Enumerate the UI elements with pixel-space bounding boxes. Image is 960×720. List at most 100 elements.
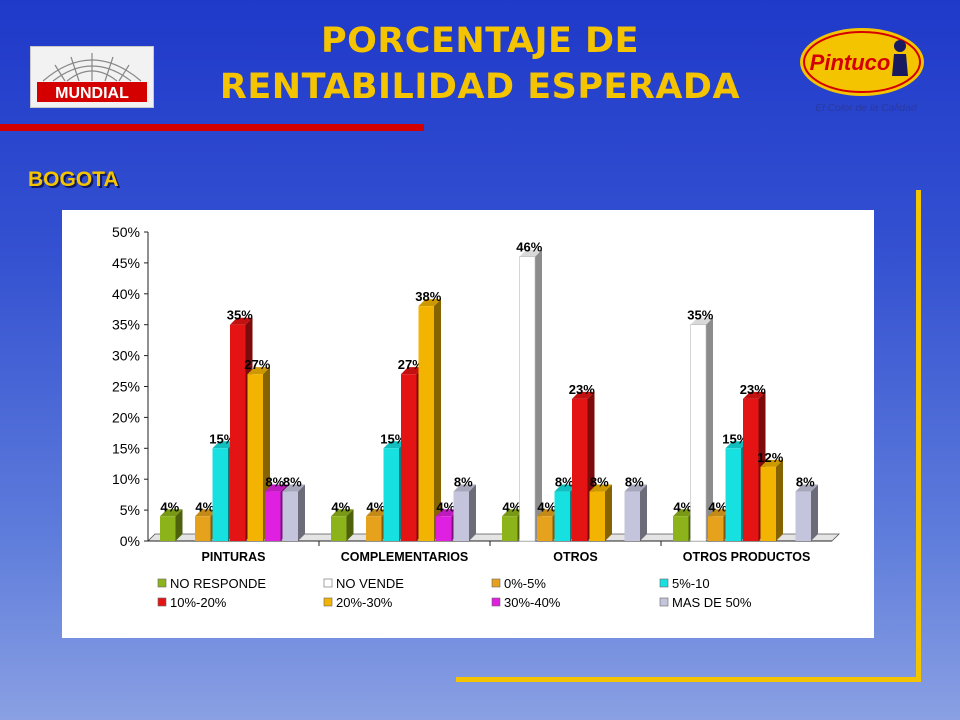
bar-top: [247, 367, 270, 375]
data-label: 4%: [436, 499, 455, 514]
data-label: 8%: [625, 475, 644, 490]
bar: [418, 306, 434, 541]
decorative-vertical-line: [916, 190, 921, 680]
page-title: PORCENTAJE DE RENTABILIDAD ESPERADA: [180, 18, 780, 110]
data-label: 4%: [366, 499, 385, 514]
bar: [265, 491, 281, 541]
bar-side: [776, 459, 783, 541]
data-label: 8%: [555, 475, 574, 490]
data-label: 8%: [796, 475, 815, 490]
bar-top: [624, 484, 647, 492]
bar: [282, 491, 298, 541]
legend-swatch: [659, 597, 669, 607]
bar: [230, 324, 246, 541]
bar: [537, 516, 553, 541]
mundial-logo: MUNDIAL: [30, 46, 154, 108]
bar-side: [605, 484, 612, 541]
legend-swatch: [491, 597, 501, 607]
bar-top: [690, 317, 713, 325]
legend-label: NO VENDE: [336, 576, 404, 591]
bar-top: [519, 249, 542, 257]
bar-side: [434, 299, 441, 541]
bar-top: [502, 509, 525, 517]
legend-swatch: [659, 578, 669, 588]
bar-top: [230, 317, 253, 325]
bar: [366, 516, 382, 541]
bar: [453, 491, 469, 541]
data-label: 8%: [454, 475, 473, 490]
decorative-horizontal-line: [456, 677, 921, 682]
x-tick-label: PINTURAS: [202, 550, 266, 564]
y-tick-label: 35%: [112, 317, 140, 333]
legend-label: NO RESPONDE: [170, 576, 266, 591]
data-label: 4%: [331, 499, 350, 514]
pintuco-tagline: El Color de la Calidad: [815, 102, 918, 114]
bar-top: [383, 441, 406, 449]
data-label: 4%: [708, 499, 727, 514]
legend-label: 20%-30%: [336, 595, 393, 610]
bar-top: [453, 484, 476, 492]
y-tick-label: 40%: [112, 286, 140, 302]
bar-top: [366, 509, 389, 517]
legend-swatch: [157, 578, 167, 588]
bar-top: [554, 484, 577, 492]
chart-panel: 0% 5% 10% 15% 20% 25% 30% 35% 40% 45% 50% PINTURAS 4…: [62, 210, 874, 638]
bar-top: [537, 509, 560, 517]
y-tick-label: 0%: [120, 533, 140, 549]
data-label: 46%: [516, 240, 542, 255]
bar: [589, 491, 605, 541]
bar: [212, 448, 228, 541]
mundial-logo-text: MUNDIAL: [55, 85, 129, 102]
y-tick-label: 45%: [112, 255, 140, 271]
bar-top: [708, 509, 731, 517]
bar-side: [298, 484, 305, 541]
bar-top: [436, 509, 459, 517]
data-label: 38%: [415, 289, 441, 304]
legend-label: 30%-40%: [504, 595, 561, 610]
title-line-2: RENTABILIDAD ESPERADA: [219, 67, 741, 107]
data-label: 27%: [398, 357, 424, 372]
bar: [673, 516, 689, 541]
red-divider: [0, 124, 424, 131]
bar-top: [725, 441, 748, 449]
bar-top: [572, 391, 595, 399]
data-label: 23%: [740, 382, 766, 397]
bar: [708, 516, 724, 541]
bar: [331, 516, 347, 541]
legend-swatch: [323, 578, 333, 588]
bar: [760, 466, 776, 541]
bar-top: [743, 391, 766, 399]
bar-chart: 0% 5% 10% 15% 20% 25% 30% 35% 40% 45% 50% PINTURAS 4…: [112, 224, 840, 610]
globe-icon: [42, 53, 142, 82]
data-label: 8%: [590, 475, 609, 490]
bar-side: [640, 484, 647, 541]
bar-top: [160, 509, 183, 517]
bar: [383, 448, 399, 541]
data-label: 12%: [757, 450, 783, 465]
bar: [795, 491, 811, 541]
legend-label: 10%-20%: [170, 595, 227, 610]
bar: [743, 398, 759, 541]
bar-top: [795, 484, 818, 492]
y-tick-label: 15%: [112, 440, 140, 456]
data-label: 23%: [569, 382, 595, 397]
bar-side: [535, 249, 542, 541]
bar-top: [418, 299, 441, 307]
data-label: 35%: [227, 308, 253, 323]
data-label: 15%: [380, 431, 406, 446]
data-label: 15%: [209, 431, 235, 446]
y-tick-label: 30%: [112, 348, 140, 364]
y-tick-label: 20%: [112, 409, 140, 425]
bar-top: [195, 509, 218, 517]
y-tick-label: 5%: [120, 502, 140, 518]
x-tick-label: OTROS PRODUCTOS: [683, 550, 811, 564]
data-label: 4%: [195, 499, 214, 514]
data-label: 4%: [673, 499, 692, 514]
bar: [502, 516, 518, 541]
bar-side: [469, 484, 476, 541]
bar-side: [811, 484, 818, 541]
legend-label: 0%-5%: [504, 576, 546, 591]
bar: [160, 516, 176, 541]
data-label: 15%: [722, 431, 748, 446]
bar: [624, 491, 640, 541]
